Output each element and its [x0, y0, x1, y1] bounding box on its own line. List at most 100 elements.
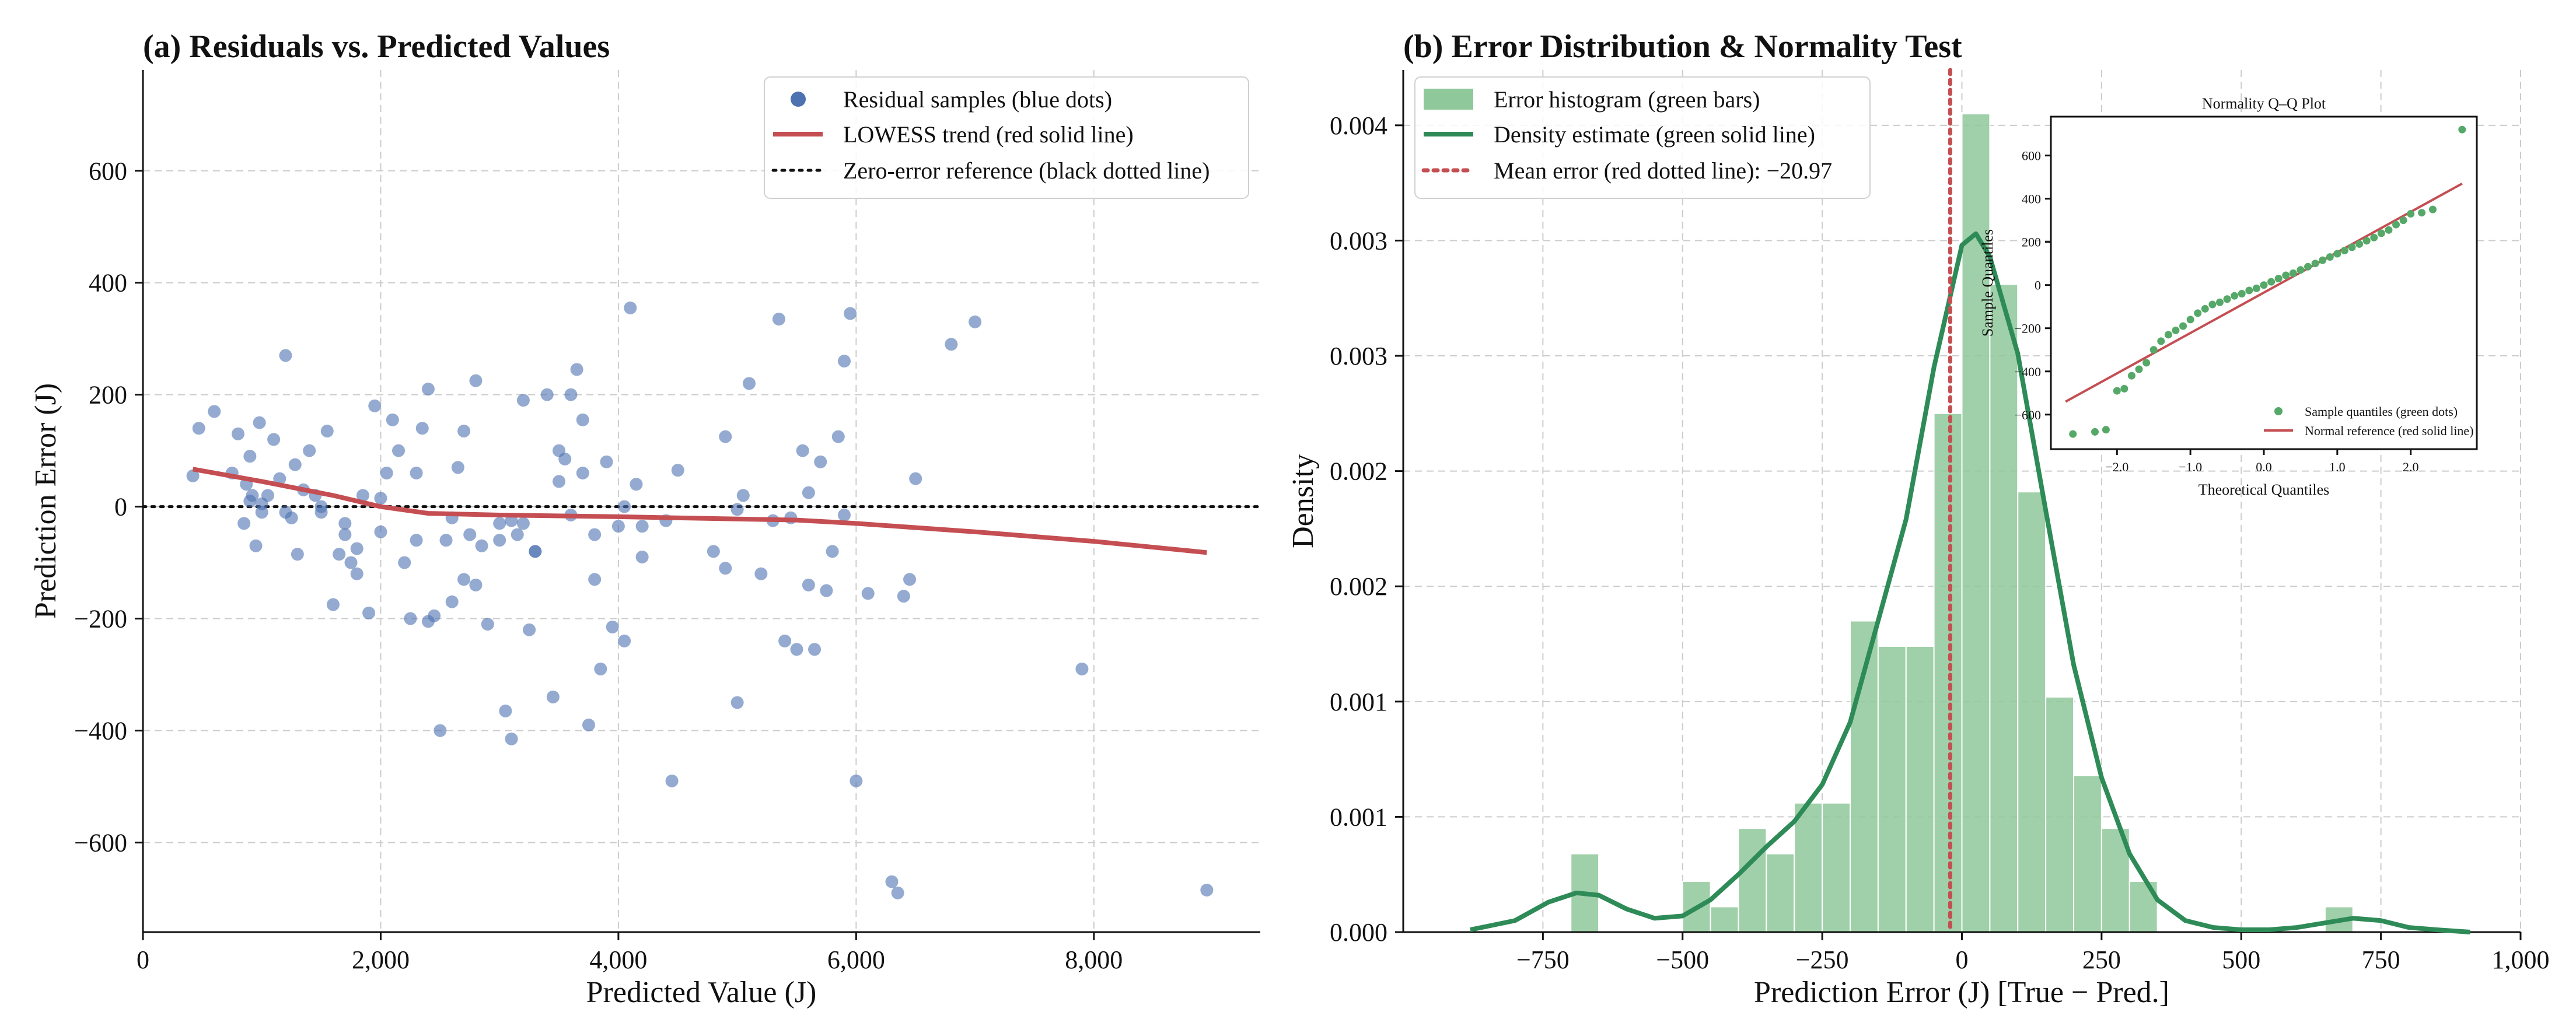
qq-plot-x-tick-label: −1.0	[2179, 460, 2202, 474]
qq-plot-normal-reference-line	[2065, 182, 2463, 403]
residual-point	[553, 444, 566, 457]
residual-point	[279, 349, 292, 362]
residual-point	[398, 556, 411, 569]
residual-point	[279, 506, 292, 519]
residual-point	[754, 567, 768, 580]
residual-point	[802, 578, 815, 591]
qq-sample-point	[2157, 337, 2165, 345]
panel-a-x-tick-label: 6,000	[827, 946, 885, 974]
panel-a-y-tick-label: 600	[89, 157, 127, 185]
residual-point	[451, 461, 464, 474]
qq-plot-y-tick-label: 0	[2035, 278, 2041, 293]
residual-point	[576, 413, 589, 426]
panel-a-ticks: 0 2,000 4,000 6,000 8,000 −600 −400 −200 0 200 400…	[74, 157, 1123, 974]
histogram-bar	[1766, 853, 1795, 933]
panel-b-legend: Error histogram (green bars) Density est…	[1414, 76, 1871, 199]
qq-sample-point	[2370, 233, 2378, 241]
residual-point	[475, 539, 488, 552]
histogram-bar	[1989, 283, 2019, 933]
residual-point	[368, 399, 382, 412]
residual-point	[469, 374, 483, 387]
residual-point	[253, 416, 266, 429]
panel-a-x-tick-label: 0	[137, 946, 149, 974]
histogram-bar	[1933, 412, 1963, 933]
qq-sample-point	[2186, 316, 2194, 324]
residual-point	[511, 528, 524, 541]
residual-point	[861, 587, 875, 600]
panel-b-y-tick-label: 0.003	[1330, 226, 1387, 255]
qq-sample-point	[2102, 426, 2110, 434]
residual-point	[350, 567, 363, 580]
residual-point	[439, 534, 453, 547]
residual-point	[338, 528, 352, 541]
residual-point	[826, 545, 839, 558]
residual-point	[594, 662, 607, 675]
qq-sample-point	[2231, 292, 2239, 300]
residual-point	[386, 413, 399, 426]
panel-a-y-tick-label: −400	[74, 716, 127, 745]
panel-b-ticks: −750 −500 −250 0 250 500 750 1,000 0.000 0.001 0.0…	[1330, 111, 2550, 974]
residual-point	[457, 425, 471, 438]
histogram-bar	[2073, 775, 2102, 933]
residual-point	[362, 606, 376, 619]
panel-a-legend-frame	[764, 76, 1249, 199]
residual-point	[356, 489, 369, 502]
residual-point	[736, 489, 750, 502]
residual-point	[600, 455, 613, 468]
qq-plot-legend: Sample quantiles (green dots) Normal ref…	[2264, 404, 2474, 438]
panel-a-x-tick-label: 2,000	[352, 946, 410, 974]
qq-plot-legend-label-points: Sample quantiles (green dots)	[2305, 404, 2458, 419]
qq-sample-point	[2135, 365, 2143, 373]
qq-sample-point	[2385, 226, 2393, 234]
histogram-bar	[1822, 802, 1851, 933]
residual-point	[564, 388, 578, 401]
residual-point	[410, 534, 423, 547]
residual-point	[730, 503, 744, 516]
residual-point	[380, 467, 393, 480]
panel-a-y-axis-label: Prediction Error (J)	[29, 383, 62, 619]
residual-point	[618, 634, 631, 647]
residual-point	[576, 467, 589, 480]
panel-b-legend-frame	[1414, 76, 1871, 199]
qq-sample-point	[2069, 430, 2077, 438]
qq-sample-point	[2201, 304, 2209, 313]
residual-point	[897, 590, 910, 603]
panel-a-legend-marker-points	[791, 92, 806, 107]
qq-sample-point	[2223, 295, 2231, 303]
panel-a-y-tick-label: −600	[74, 828, 127, 857]
qq-sample-point	[2113, 387, 2121, 395]
residual-point	[516, 517, 530, 530]
qq-sample-point	[2355, 240, 2364, 248]
qq-plot-x-tick-label: 1.0	[2329, 460, 2346, 474]
qq-plot-title: Normality Q–Q Plot	[2202, 95, 2326, 112]
residual-point	[404, 612, 417, 625]
residual-point	[570, 363, 583, 376]
panel-a-title: (a) Residuals vs. Predicted Values	[143, 29, 610, 65]
qq-sample-point	[2362, 237, 2371, 245]
residual-point	[618, 500, 631, 513]
panel-a-legend: Residual samples (blue dots) LOWESS tren…	[764, 76, 1249, 199]
residual-point	[850, 774, 863, 787]
residual-point	[588, 528, 602, 541]
qq-sample-point	[2418, 209, 2426, 217]
residual-point	[291, 548, 304, 561]
residual-point	[186, 469, 200, 482]
qq-sample-point	[2252, 284, 2260, 292]
qq-sample-point	[2142, 359, 2151, 367]
panel-b-x-tick-label: −250	[1796, 946, 1849, 974]
residual-point	[344, 556, 358, 569]
panel-a-y-tick-label: 0	[114, 493, 127, 521]
qq-sample-point	[2267, 278, 2276, 286]
panel-b-density-curve	[1470, 231, 2471, 934]
residual-point	[445, 595, 459, 608]
residual-point	[350, 542, 363, 555]
panel-a-lowess-trend-line	[192, 467, 1207, 555]
panel-b-y-tick-label: 0.002	[1330, 572, 1387, 601]
histogram-bar	[1877, 645, 1907, 933]
qq-sample-point	[2458, 125, 2466, 134]
qq-sample-point	[2149, 346, 2158, 354]
residual-point	[457, 573, 471, 586]
qq-sample-point	[2326, 253, 2334, 261]
qq-sample-point	[2208, 300, 2217, 309]
